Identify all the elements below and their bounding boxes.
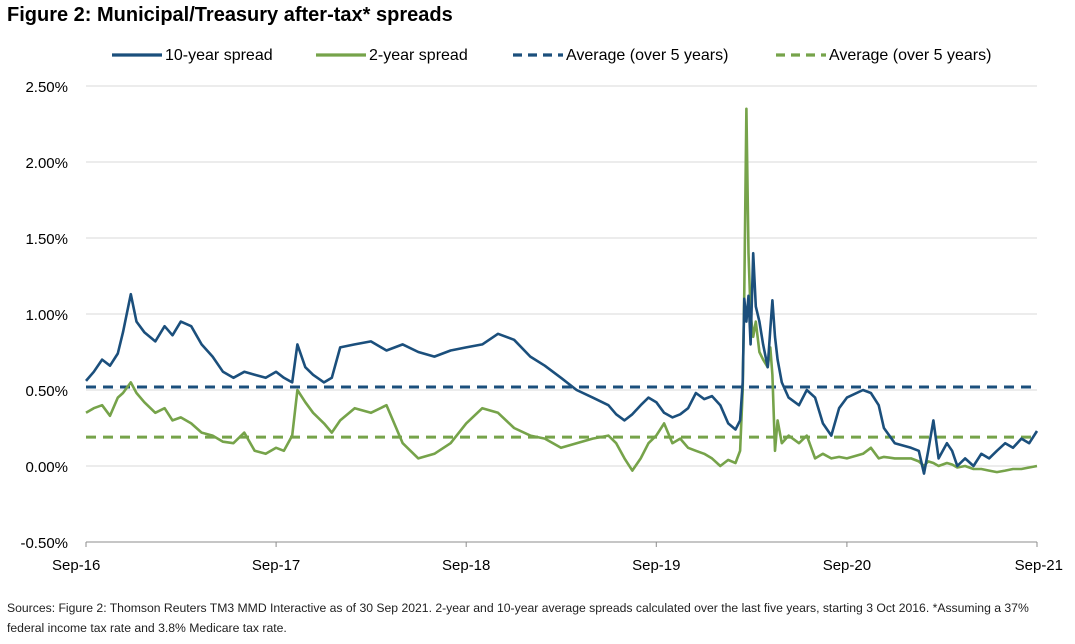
- legend-label-2: Average (over 5 years): [566, 47, 728, 64]
- y-tick-label: 0.50%: [25, 383, 68, 400]
- legend-label-3: Average (over 5 years): [829, 47, 991, 64]
- series-line-1: [85, 107, 1038, 474]
- series-line-0: [85, 251, 1039, 475]
- x-tick-label: Sep-21: [1015, 557, 1063, 574]
- legend: 10-year spread 2-year spread Average (over…: [112, 47, 991, 64]
- x-tick-label: Sep-16: [52, 557, 100, 574]
- x-tick-label: Sep-20: [823, 557, 871, 574]
- source-note: Sources: Figure 2: Thomson Reuters TM3 M…: [7, 601, 1029, 635]
- y-tick-label: 1.00%: [25, 307, 68, 324]
- x-tick-label: Sep-18: [442, 557, 490, 574]
- legend-label-1: 2-year spread: [369, 47, 468, 64]
- chart: 2.50% 2.00% 1.50% 1.00% 0.50% 0.00% -0.50% Sep…: [20, 47, 1063, 574]
- y-tick-label: 2.50%: [25, 79, 68, 96]
- y-axis: 2.50% 2.00% 1.50% 1.00% 0.50% 0.00% -0.50%: [20, 79, 68, 552]
- gridlines: [86, 85, 1037, 543]
- series-lines: [85, 107, 1039, 475]
- x-tick-label: Sep-19: [632, 557, 680, 574]
- y-tick-label: 2.00%: [25, 155, 68, 172]
- y-tick-label: 0.00%: [25, 459, 68, 476]
- x-axis: Sep-16 Sep-17 Sep-18 Sep-19 Sep-20 Sep-21: [52, 541, 1063, 574]
- chart-title: Figure 2: Municipal/Treasury after-tax* …: [7, 4, 453, 26]
- y-tick-label: 1.50%: [25, 231, 68, 248]
- x-tick-label: Sep-17: [252, 557, 300, 574]
- y-tick-label: -0.50%: [20, 535, 68, 552]
- legend-label-0: 10-year spread: [165, 47, 273, 64]
